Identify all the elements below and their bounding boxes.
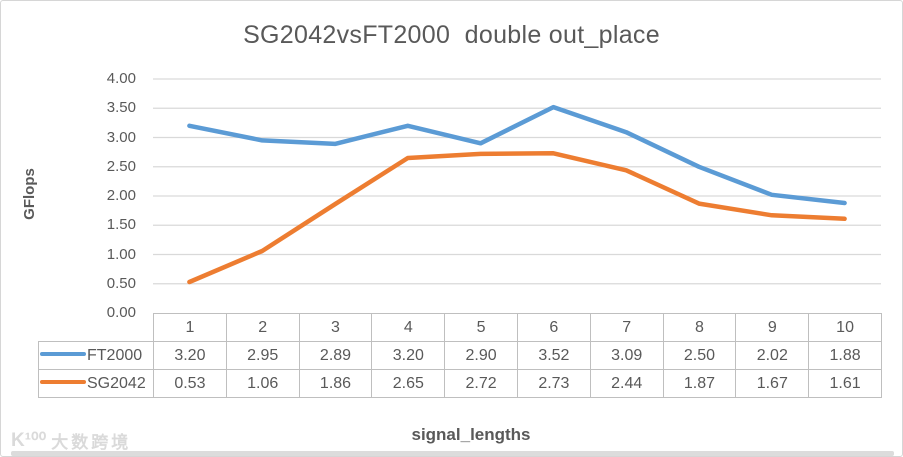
- value-cell: 1.86: [298, 369, 373, 398]
- x-axis-title: signal_lengths: [411, 425, 531, 444]
- value-cell: 2.89: [298, 341, 373, 370]
- table-corner-cell: [38, 313, 154, 342]
- legend-series-name: SG2042: [87, 374, 146, 392]
- table-row: FT2000 3.20 2.95 2.89 3.20 2.90 3.52 3.09 2.50 2.…: [38, 341, 882, 370]
- category-header-cell: 7: [589, 313, 664, 342]
- value-cell: 2.95: [225, 341, 300, 370]
- y-tick-label: 3.50: [106, 99, 136, 117]
- series-line-ft2000: [187, 104, 847, 206]
- y-tick-label: 1.50: [106, 216, 136, 234]
- legend-line-swatch: [40, 351, 86, 356]
- value-cell: 1.06: [225, 369, 300, 398]
- legend-line-swatch: [40, 379, 86, 384]
- data-table: 1 2 3 4 5 6 7 8 9 10 FT2000 3.20 2.95 2.89 3.20 2.90 3.5…: [38, 313, 882, 398]
- value-cell: 2.50: [662, 341, 737, 370]
- category-header-cell: 6: [516, 313, 591, 342]
- y-tick-label: 2.50: [106, 157, 136, 175]
- category-header-cell: 9: [735, 313, 810, 342]
- legend-cell: FT2000: [38, 341, 154, 370]
- legend-cell: SG2042: [38, 369, 154, 398]
- data-table-body: 1 2 3 4 5 6 7 8 9 10 FT2000 3.20 2.95 2.89 3.20 2.90 3.5…: [38, 313, 882, 398]
- value-cell: 1.87: [662, 369, 737, 398]
- series-line-sg2042: [187, 151, 847, 285]
- watermark-text: 大数跨境: [51, 432, 132, 452]
- category-header-cell: 2: [225, 313, 300, 342]
- category-header-cell: 5: [444, 313, 518, 342]
- category-header-cell: 10: [808, 313, 882, 342]
- y-tick-label: 2.00: [106, 187, 136, 204]
- y-tick-label: 0.50: [106, 274, 136, 292]
- watermark: K¹⁰⁰ 大数跨境: [11, 428, 131, 452]
- horizontal-scrollbar[interactable]: [11, 451, 894, 456]
- category-header-cell: 1: [153, 313, 227, 342]
- value-cell: 2.72: [444, 369, 518, 398]
- table-header-row: 1 2 3 4 5 6 7 8 9 10: [38, 313, 882, 342]
- value-cell: 1.67: [735, 369, 810, 398]
- value-cell: 2.02: [735, 341, 810, 370]
- value-cell: 3.09: [589, 341, 664, 370]
- value-cell: 2.73: [516, 369, 591, 398]
- value-cell: 3.52: [516, 341, 591, 370]
- category-header-cell: 8: [662, 313, 737, 342]
- value-cell: 2.65: [371, 369, 446, 398]
- legend-series-name: FT2000: [87, 346, 143, 364]
- y-tick-label: 1.00: [106, 245, 136, 263]
- value-cell: 0.53: [153, 369, 227, 398]
- value-cell: 3.20: [153, 341, 227, 370]
- value-cell: 1.61: [808, 369, 882, 398]
- table-row: SG2042 0.53 1.06 1.86 2.65 2.72 2.73 2.44 1.87 1.…: [38, 369, 882, 398]
- value-cell: 2.90: [444, 341, 518, 370]
- y-tick-label: 4.00: [106, 70, 136, 87]
- watermark-logo-icon: K¹⁰⁰: [11, 429, 47, 451]
- value-cell: 1.88: [808, 341, 882, 370]
- value-cell: 2.44: [589, 369, 664, 398]
- y-tick-label: 3.00: [106, 128, 136, 146]
- value-cell: 3.20: [371, 341, 446, 370]
- category-header-cell: 3: [298, 313, 373, 342]
- category-header-cell: 4: [371, 313, 446, 342]
- chart-title: SG2042vsFT2000 double out_place: [243, 21, 660, 49]
